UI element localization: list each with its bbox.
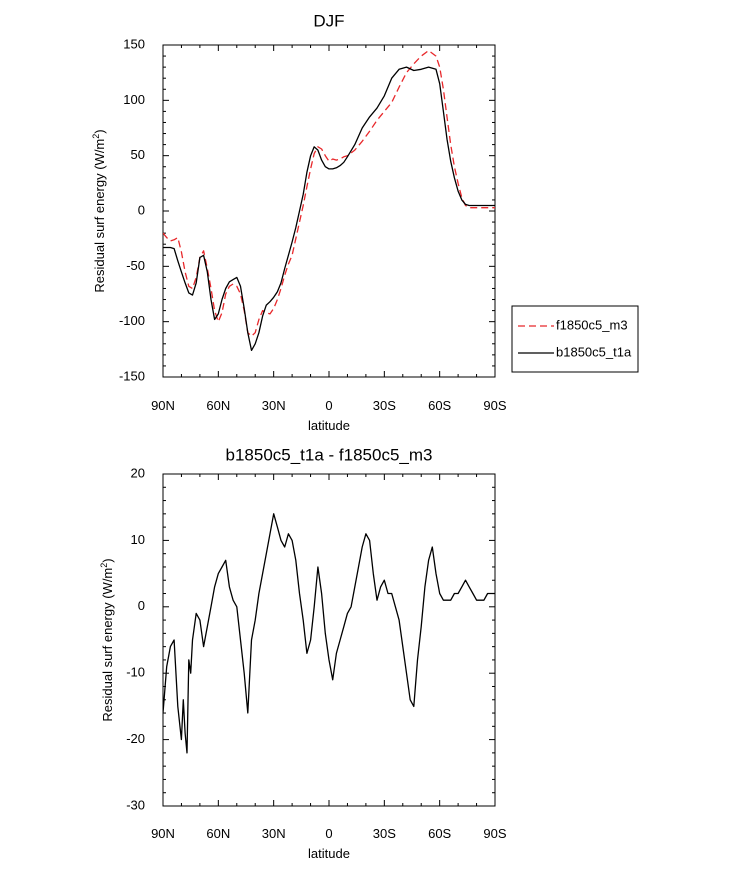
y-tick-label: 0: [138, 202, 145, 217]
x-tick-label: 90N: [151, 398, 175, 413]
y-tick-label: 100: [123, 92, 145, 107]
x-tick-label: 60S: [428, 826, 451, 841]
series-line-f1850c5-m3: [163, 49, 495, 337]
chart-title: DJF: [313, 11, 344, 30]
y-axis-label-superscript: 2: [91, 134, 101, 139]
y-axis-label: Residual surf energy (W/m2): [99, 558, 115, 721]
y-tick-label: -20: [126, 731, 145, 746]
legend-box: [511, 305, 639, 373]
y-tick-label: 50: [131, 147, 145, 162]
y-axis-label-main: Residual surf energy (W/m: [100, 568, 115, 722]
x-tick-label: 90S: [483, 398, 506, 413]
y-tick-label: 0: [138, 598, 145, 613]
y-axis-label-close: ): [92, 129, 107, 133]
y-axis-label-main: Residual surf energy (W/m: [92, 139, 107, 293]
chart-title: b1850c5_t1a - f1850c5_m3: [226, 445, 433, 464]
y-tick-label: 150: [123, 36, 145, 51]
y-tick-label: -50: [126, 258, 145, 273]
series-line-b1850c5-t1a-f1850c5-m3: [163, 513, 495, 754]
x-tick-label: 30S: [373, 826, 396, 841]
series-line-b1850c5-t1a: [163, 66, 495, 352]
x-tick-label: 60N: [206, 398, 230, 413]
y-tick-label: 20: [131, 465, 145, 480]
y-tick-label: -100: [119, 313, 145, 328]
plot-frame: [162, 473, 496, 807]
y-tick-label: -150: [119, 368, 145, 383]
y-axis-label: Residual surf energy (W/m2): [91, 129, 107, 292]
legend-label-2: b1850c5_t1a: [556, 344, 632, 359]
y-tick-label: -10: [126, 665, 145, 680]
chart-panel-2: b1850c5_t1a - f1850c5_m3 90N 60N 30N 0 30S 60S…: [99, 445, 507, 861]
x-tick-label: 60N: [206, 826, 230, 841]
chart-panel-1: DJF 90N 60N 30N 0 30S 60S 90S 150 100 50 0 -50 -100 -1…: [91, 11, 639, 433]
plot-frame: [162, 44, 496, 378]
y-tick-label: 10: [131, 532, 145, 547]
x-tick-label: 60S: [428, 398, 451, 413]
x-tick-label: 30N: [262, 398, 286, 413]
x-tick-label: 0: [325, 398, 332, 413]
x-tick-label: 0: [325, 826, 332, 841]
x-axis-label: latitude: [308, 846, 350, 861]
y-tick-label: -30: [126, 797, 145, 812]
x-axis-label: latitude: [308, 418, 350, 433]
y-axis-label-superscript: 2: [99, 563, 109, 568]
legend-label-1: f1850c5_m3: [556, 317, 628, 332]
x-tick-label: 90N: [151, 826, 175, 841]
y-axis-label-close: ): [100, 558, 115, 562]
x-tick-label: 90S: [483, 826, 506, 841]
x-tick-label: 30N: [262, 826, 286, 841]
x-tick-label: 30S: [373, 398, 396, 413]
